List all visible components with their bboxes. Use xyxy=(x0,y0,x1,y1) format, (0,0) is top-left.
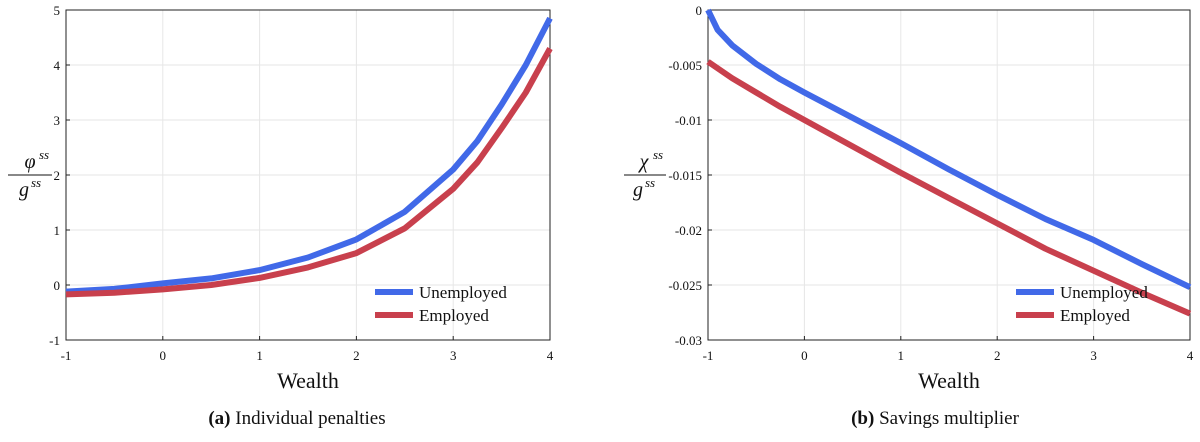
x-axis-label: Wealth xyxy=(918,368,980,393)
y-tick-label: 2 xyxy=(54,168,61,183)
panel-caption-text: Savings multiplier xyxy=(874,408,1019,429)
y-tick-label: -0.005 xyxy=(668,58,702,73)
x-tick-label: -1 xyxy=(61,348,72,363)
legend-label-unemployed: Unemployed xyxy=(419,283,507,302)
x-tick-label: 2 xyxy=(994,348,1001,363)
y-label-denominator: g xyxy=(633,179,643,201)
x-tick-label: 0 xyxy=(801,348,808,363)
x-tick-label: 3 xyxy=(1090,348,1097,363)
x-tick-label: 1 xyxy=(256,348,263,363)
y-label-numerator: χ xyxy=(638,151,650,173)
series-line-unemployed xyxy=(65,16,553,295)
x-tick-label: 1 xyxy=(898,348,905,363)
panel-caption-label: (b) xyxy=(851,408,874,429)
y-tick-label: 0 xyxy=(696,3,703,18)
x-tick-label: 4 xyxy=(1187,348,1194,363)
y-tick-label: -0.025 xyxy=(668,278,702,293)
x-tick-label: 3 xyxy=(450,348,457,363)
series-line-employed xyxy=(706,59,1192,317)
y-label-denominator: g xyxy=(19,179,29,201)
legend-label-employed: Employed xyxy=(419,306,489,325)
panel-caption: (a) Individual penalties xyxy=(208,408,385,429)
series-line-employed xyxy=(65,47,553,298)
legend-label-unemployed: Unemployed xyxy=(1060,283,1148,302)
y-tick-label: 0 xyxy=(54,278,61,293)
y-tick-label: 3 xyxy=(54,113,61,128)
series-line-unemployed xyxy=(705,8,1192,290)
y-tick-label: -1 xyxy=(49,333,60,348)
y-tick-label: -0.015 xyxy=(668,168,702,183)
legend-label-employed: Employed xyxy=(1060,306,1130,325)
legend: Unemployed Employed xyxy=(1016,283,1148,325)
y-label-numerator-superscript: ss xyxy=(39,147,49,162)
y-axis-label: φ ssg ss xyxy=(8,147,52,201)
y-axis-label: χ ssg ss xyxy=(624,147,666,201)
x-tick-label: 0 xyxy=(160,348,167,363)
y-label-numerator: φ xyxy=(24,151,35,173)
x-tick-label: -1 xyxy=(703,348,714,363)
x-tick-label: 2 xyxy=(353,348,360,363)
panel-b: -1 0 1 2 3 4 -0.03 -0.025 -0.02 -0.015 -0.01 -0.005… xyxy=(624,3,1194,429)
x-axis-label: Wealth xyxy=(277,368,339,393)
panel-caption-text: Individual penalties xyxy=(231,408,386,429)
y-tick-label: -0.02 xyxy=(675,223,702,238)
x-tick-label: 4 xyxy=(547,348,554,363)
panel-caption: (b) Savings multiplier xyxy=(851,408,1020,429)
y-label-numerator-superscript: ss xyxy=(653,147,663,162)
y-tick-label: 1 xyxy=(54,223,61,238)
legend: Unemployed Employed xyxy=(375,283,507,325)
y-tick-label: -0.01 xyxy=(675,113,702,128)
panel-caption-label: (a) xyxy=(208,408,230,429)
y-tick-label: -0.03 xyxy=(675,333,702,348)
y-tick-label: 4 xyxy=(54,58,61,73)
y-label-denominator-superscript: ss xyxy=(31,175,41,190)
y-label-denominator-superscript: ss xyxy=(645,175,655,190)
y-tick-label: 5 xyxy=(54,3,61,18)
